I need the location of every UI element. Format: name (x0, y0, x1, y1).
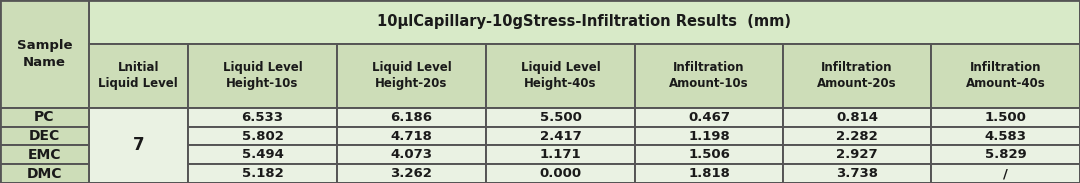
Text: DEC: DEC (29, 129, 59, 143)
Bar (0, 145, 89, 164)
Bar (188, 127, 337, 145)
Text: Infiltration
Amount-20s: Infiltration Amount-20s (818, 61, 896, 90)
Bar (635, 164, 783, 183)
Bar (635, 108, 783, 127)
Bar (0, 0, 89, 108)
Bar (0, 108, 89, 127)
Bar (188, 145, 337, 164)
Text: 2.282: 2.282 (836, 130, 878, 143)
Text: 6.186: 6.186 (391, 111, 432, 124)
Bar (635, 145, 783, 164)
Bar (89, 44, 188, 108)
Text: Infiltration
Amount-10s: Infiltration Amount-10s (670, 61, 748, 90)
Bar (188, 108, 337, 127)
Text: Lnitial
Liquid Level: Lnitial Liquid Level (98, 61, 178, 90)
Bar (486, 164, 635, 183)
Text: Liquid Level
Height-10s: Liquid Level Height-10s (222, 61, 302, 90)
Text: 0.467: 0.467 (688, 111, 730, 124)
Bar (337, 145, 486, 164)
Text: 0.814: 0.814 (836, 111, 878, 124)
Text: 1.198: 1.198 (688, 130, 730, 143)
Text: 2.417: 2.417 (540, 130, 581, 143)
Bar (89, 108, 188, 183)
Bar (89, 0, 1080, 44)
Text: 5.829: 5.829 (985, 148, 1026, 161)
Bar (931, 164, 1080, 183)
Bar (337, 44, 486, 108)
Text: 5.182: 5.182 (242, 167, 283, 180)
Text: Liquid Level
Height-40s: Liquid Level Height-40s (521, 61, 600, 90)
Bar (931, 44, 1080, 108)
Text: EMC: EMC (27, 148, 62, 162)
Bar (931, 108, 1080, 127)
Text: Liquid Level
Height-20s: Liquid Level Height-20s (372, 61, 451, 90)
Text: 3.738: 3.738 (836, 167, 878, 180)
Bar (931, 127, 1080, 145)
Text: 3.262: 3.262 (391, 167, 432, 180)
Text: 10μlCapillary-10gStress-Infiltration Results  (mm): 10μlCapillary-10gStress-Infiltration Res… (377, 14, 792, 29)
Bar (188, 44, 337, 108)
Text: 1.500: 1.500 (985, 111, 1026, 124)
Bar (635, 127, 783, 145)
Text: 1.171: 1.171 (540, 148, 581, 161)
Bar (783, 44, 931, 108)
Text: PC: PC (35, 110, 54, 124)
Bar (486, 127, 635, 145)
Text: 4.583: 4.583 (985, 130, 1026, 143)
Text: 1.818: 1.818 (688, 167, 730, 180)
Text: 6.533: 6.533 (242, 111, 283, 124)
Bar (337, 164, 486, 183)
Text: 1.506: 1.506 (688, 148, 730, 161)
Bar (188, 164, 337, 183)
Text: Infiltration
Amount-40s: Infiltration Amount-40s (966, 61, 1045, 90)
Bar (783, 164, 931, 183)
Text: 4.073: 4.073 (391, 148, 432, 161)
Bar (783, 145, 931, 164)
Text: DMC: DMC (27, 167, 62, 181)
Bar (783, 108, 931, 127)
Bar (931, 145, 1080, 164)
Text: 2.927: 2.927 (836, 148, 878, 161)
Text: 7: 7 (133, 137, 144, 154)
Bar (486, 44, 635, 108)
Text: 0.000: 0.000 (539, 167, 582, 180)
Text: 4.718: 4.718 (391, 130, 432, 143)
Text: 5.500: 5.500 (540, 111, 581, 124)
Text: Sample
Name: Sample Name (16, 39, 72, 69)
Bar (0, 164, 89, 183)
Bar (635, 44, 783, 108)
Bar (337, 127, 486, 145)
Text: /: / (1003, 167, 1008, 180)
Bar (337, 108, 486, 127)
Bar (783, 127, 931, 145)
Text: 5.494: 5.494 (242, 148, 283, 161)
Bar (486, 108, 635, 127)
Bar (0, 127, 89, 145)
Text: 5.802: 5.802 (242, 130, 283, 143)
Bar (486, 145, 635, 164)
